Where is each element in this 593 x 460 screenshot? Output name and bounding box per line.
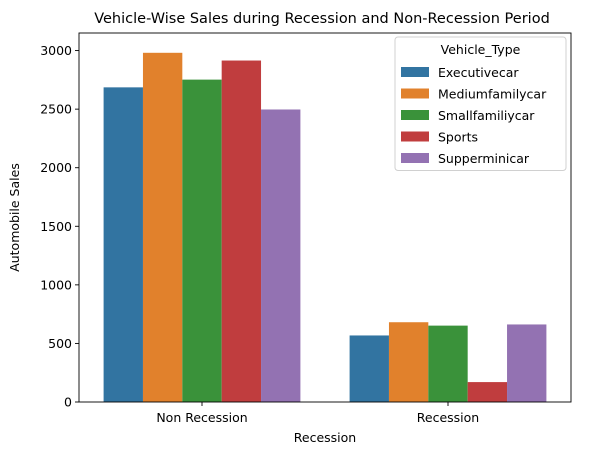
legend-label-supperminicar: Supperminicar	[438, 151, 530, 166]
bar-mediumfamilycar-non-recession	[142, 52, 183, 403]
legend-swatch-sports	[401, 131, 429, 142]
legend-label-smallfamiliycar: Smallfamiliycar	[438, 108, 535, 123]
x-axis-label: Recession	[294, 430, 356, 445]
bar-mediumfamilycar-recession	[388, 322, 429, 402]
y-axis: 0 500 1000 1500 2000 2500 3000	[40, 43, 79, 410]
legend-label-executivecar: Executivecar	[438, 65, 519, 80]
y-tick-label: 3000	[40, 43, 72, 58]
y-tick-label: 1000	[40, 277, 72, 292]
y-tick-label: 0	[64, 395, 72, 410]
bar-executivecar-non-recession	[103, 87, 143, 402]
plot-frame	[78, 32, 572, 403]
legend-label-mediumfamilycar: Mediumfamilycar	[438, 87, 547, 102]
legend-swatch-executivecar	[401, 67, 429, 77]
bar-smallfamiliycar-non-recession	[182, 79, 222, 403]
bar-supperminicar-recession	[507, 324, 547, 402]
legend-title: Vehicle_Type	[441, 42, 521, 57]
legend-label-sports: Sports	[438, 130, 478, 145]
x-axis: Non Recession Recession	[156, 402, 479, 425]
legend-swatch-smallfamiliycar	[401, 110, 429, 120]
bar-sports-non-recession	[221, 60, 262, 402]
bar-sports-recession	[467, 382, 508, 402]
legend-swatch-mediumfamilycar	[401, 88, 429, 99]
bar-smallfamiliycar-recession	[428, 325, 468, 402]
bar-executivecar-recession	[349, 335, 389, 402]
y-tick-label: 1500	[40, 219, 72, 234]
y-tick-label: 500	[48, 336, 72, 351]
y-axis-label: Automobile Sales	[7, 163, 22, 272]
bars-layer	[103, 52, 547, 403]
y-tick-label: 2000	[40, 160, 72, 175]
x-tick-label: Non Recession	[156, 410, 247, 425]
chart-title: Vehicle-Wise Sales during Recession and …	[94, 11, 550, 27]
legend-swatch-supperminicar	[401, 153, 429, 163]
legend: Vehicle_Type Executivecar Mediumfamilycar S…	[394, 36, 567, 171]
bar-supperminicar-non-recession	[261, 109, 301, 403]
y-tick-label: 2500	[40, 102, 72, 117]
x-tick-label: Recession	[417, 410, 479, 425]
legend-box	[394, 36, 567, 171]
